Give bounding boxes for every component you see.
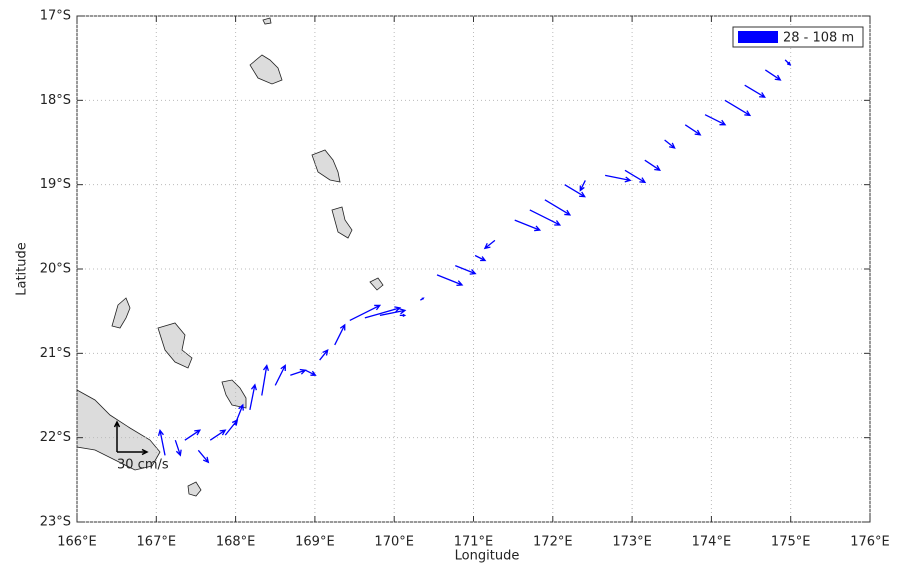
current-vector [290, 368, 307, 376]
x-tick-label: 166°E [57, 535, 97, 550]
current-vector [724, 99, 752, 117]
current-vector [379, 308, 407, 317]
legend: 28 - 108 m [732, 26, 864, 48]
current-vector [514, 219, 542, 232]
y-tick-label: 22°S [40, 430, 71, 445]
current-vector [644, 159, 661, 172]
y-tick-label: 23°S [40, 515, 71, 530]
current-vector [624, 169, 647, 184]
scale-label: 30 cm/s [117, 458, 169, 473]
y-axis-label: Latitude [15, 242, 30, 296]
current-vector [483, 239, 496, 250]
current-vector [349, 304, 382, 322]
x-tick-label: 174°E [692, 535, 732, 550]
current-vector [684, 124, 702, 136]
current-vector [764, 69, 782, 81]
current-vector [234, 403, 244, 426]
y-tick-label: 19°S [40, 177, 71, 192]
current-vector [174, 439, 182, 457]
current-vector [664, 139, 676, 149]
legend-label: 28 - 108 m [783, 31, 854, 46]
island [157, 322, 193, 369]
current-vector [209, 429, 227, 441]
scale-arrow [113, 420, 121, 452]
current-vector [436, 274, 464, 287]
current-vector [184, 429, 202, 441]
x-tick-label: 170°E [374, 535, 414, 550]
current-vector [305, 369, 317, 376]
current-vector [274, 364, 286, 386]
current-vector [157, 428, 166, 456]
x-tick-label: 171°E [454, 535, 494, 550]
scale-arrow [117, 448, 149, 456]
island [111, 297, 131, 329]
current-vector [364, 306, 402, 319]
island [76, 389, 161, 471]
current-vector [261, 364, 270, 396]
x-tick-label: 167°E [137, 535, 177, 550]
island [369, 277, 384, 291]
current-vector [704, 114, 727, 126]
current-vector [420, 297, 425, 301]
current-vector [197, 449, 210, 464]
current-vector [334, 323, 346, 346]
current-vector [319, 348, 329, 361]
current-vector [579, 180, 586, 192]
x-tick-label: 169°E [295, 535, 335, 550]
island [262, 17, 272, 25]
current-vector [784, 59, 792, 66]
x-tick-label: 168°E [216, 535, 256, 550]
current-vector [564, 184, 586, 198]
y-tick-label: 20°S [40, 262, 71, 277]
current-vector [744, 84, 766, 98]
y-tick-label: 17°S [40, 9, 71, 24]
x-axis-label: Longitude [455, 549, 520, 564]
island [187, 481, 202, 497]
island [311, 149, 341, 183]
x-tick-label: 176°E [850, 535, 890, 550]
land [76, 17, 384, 497]
x-tick-label: 175°E [771, 535, 811, 550]
legend-swatch [738, 31, 778, 43]
current-vector [605, 174, 632, 183]
current-vector [455, 265, 477, 275]
current-vector [529, 209, 562, 226]
island [221, 379, 247, 409]
current-vector [399, 313, 407, 317]
y-tick-label: 18°S [40, 93, 71, 108]
island [249, 54, 283, 85]
y-tick-label: 21°S [40, 346, 71, 361]
island [331, 206, 353, 239]
current-vector [544, 199, 572, 216]
current-vector [249, 383, 257, 410]
x-tick-label: 173°E [612, 535, 652, 550]
x-tick-label: 172°E [533, 535, 573, 550]
current-vector [474, 254, 487, 262]
